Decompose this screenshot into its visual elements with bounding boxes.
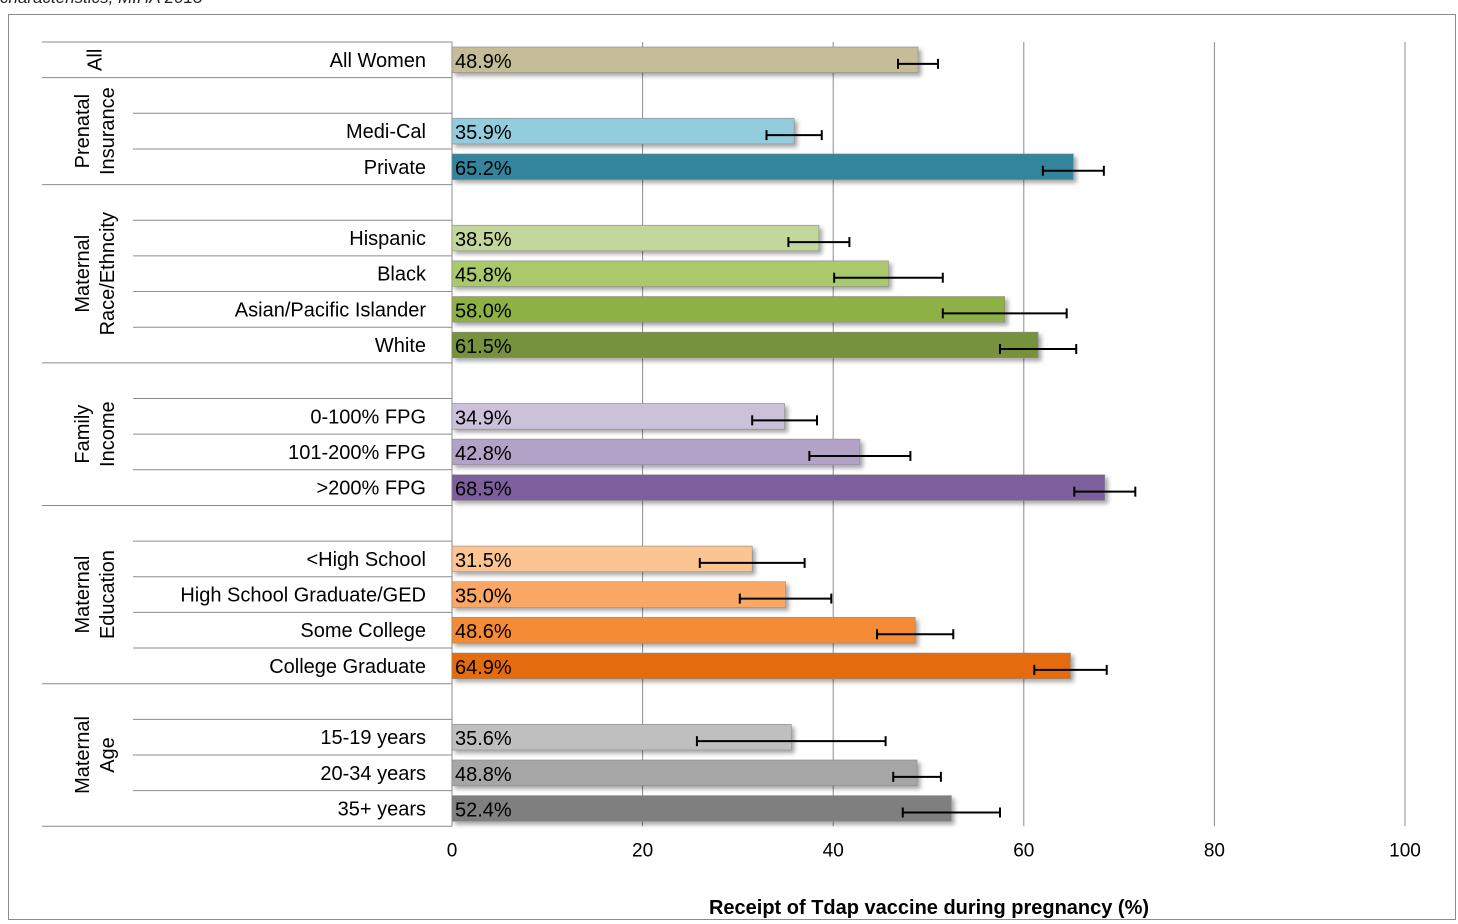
x-tick-label: 40 — [823, 840, 844, 861]
group-label: Maternal — [72, 716, 94, 794]
data-label: 48.6% — [455, 621, 512, 643]
category-label: Some College — [300, 620, 426, 642]
data-label: 64.9% — [455, 657, 512, 679]
group-label: Prenatal — [72, 94, 94, 169]
data-label: 68.5% — [455, 479, 512, 501]
data-label: 61.5% — [455, 336, 512, 358]
group-label: Insurance — [97, 87, 119, 175]
bars: 48.9% 35.9% 65.2% 38.5% 45.8% 58.0% 61.5% 34.9%… — [451, 46, 1137, 822]
data-label: 48.9% — [455, 51, 512, 73]
category-label: Medi-Cal — [346, 121, 426, 143]
data-label: 38.5% — [455, 229, 512, 251]
chart-caption: characteristics, MIHA 2013 — [0, 0, 203, 8]
x-tick-label: 20 — [632, 840, 653, 861]
bar — [451, 153, 1074, 180]
bar — [451, 759, 918, 786]
group-label: Income — [97, 401, 119, 467]
category-label: College Graduate — [269, 656, 426, 678]
data-label: 31.5% — [455, 550, 512, 572]
bar — [451, 296, 1006, 323]
group-label: Maternal — [72, 235, 94, 313]
category-label: 0-100% FPG — [310, 406, 426, 428]
bar — [451, 224, 820, 252]
bar — [451, 438, 861, 466]
data-label: 34.9% — [455, 407, 512, 429]
data-label: 42.8% — [455, 443, 512, 465]
category-label: Private — [364, 157, 426, 179]
category-label: <High School — [306, 549, 426, 571]
bar — [451, 795, 952, 822]
data-label: 35.6% — [455, 728, 512, 750]
group-label: Maternal — [72, 556, 94, 634]
bar — [451, 331, 1039, 359]
x-axis-ticks: 0 20 40 60 80 100 — [447, 840, 1421, 861]
bar — [451, 581, 786, 608]
chart-frame — [8, 14, 1456, 920]
group-label: Family — [72, 405, 94, 464]
category-label: 20-34 years — [320, 763, 426, 785]
category-label: White — [375, 335, 426, 357]
category-axis: All All Women Prenatal Insurance Medi-Cal Pri… — [42, 41, 452, 827]
category-label: 35+ years — [338, 798, 426, 820]
bar — [451, 724, 792, 751]
group-label: All — [85, 49, 107, 71]
category-label: >200% FPG — [316, 478, 426, 500]
bar — [451, 652, 1071, 680]
category-label: Asian/Pacific Islander — [235, 299, 427, 321]
data-label: 58.0% — [455, 300, 512, 322]
bar — [451, 474, 1106, 501]
group-label: Education — [97, 550, 119, 639]
data-label: 65.2% — [455, 158, 512, 180]
category-label: All Women — [330, 50, 426, 72]
category-label: 15-19 years — [320, 727, 426, 749]
gridlines — [451, 42, 1406, 827]
data-label: 52.4% — [455, 799, 512, 821]
group-label: Race/Ethncity — [97, 212, 119, 335]
x-tick-label: 80 — [1204, 840, 1225, 861]
category-label: High School Graduate/GED — [180, 585, 426, 607]
x-tick-label: 0 — [447, 840, 458, 861]
x-axis-title: Receipt of Tdap vaccine during pregnancy… — [709, 897, 1149, 919]
category-label: 101-200% FPG — [288, 442, 426, 464]
bar — [451, 117, 795, 145]
x-tick-label: 60 — [1013, 840, 1034, 861]
category-label: Black — [377, 264, 427, 286]
group-label: Age — [97, 737, 119, 773]
bar — [451, 617, 916, 644]
bar — [451, 545, 753, 573]
x-tick-label: 100 — [1389, 840, 1421, 861]
bar — [451, 46, 919, 73]
data-label: 35.9% — [455, 122, 512, 144]
data-label: 45.8% — [455, 265, 512, 287]
data-label: 48.8% — [455, 764, 512, 786]
category-label: Hispanic — [349, 228, 426, 250]
data-label: 35.0% — [455, 586, 512, 608]
bar — [451, 403, 785, 430]
bar — [451, 260, 889, 287]
